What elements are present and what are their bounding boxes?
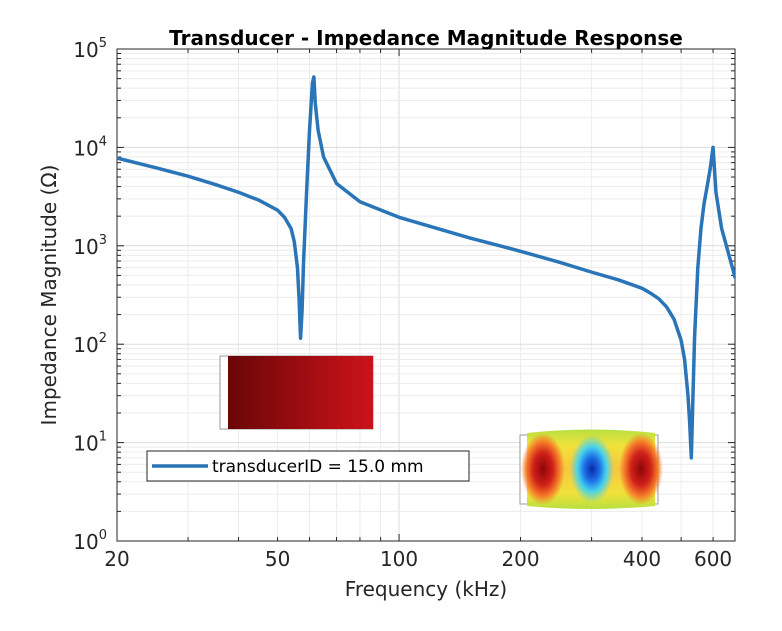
mode-shape-1-field xyxy=(228,356,373,429)
y-tick-label: 101 xyxy=(73,430,107,456)
x-tick-label: 200 xyxy=(501,547,539,571)
y-tick-label: 102 xyxy=(73,331,107,357)
chart-title: Transducer - Impedance Magnitude Respons… xyxy=(169,26,683,50)
y-tick-label: 103 xyxy=(73,233,107,259)
mode-shape-2-right-lobe xyxy=(619,433,663,505)
y-tick-labels: 100 101 102 103 104 105 xyxy=(73,36,107,554)
x-tick-label: 20 xyxy=(104,547,129,571)
mode-shape-inset-1 xyxy=(219,355,374,430)
x-tick-label: 400 xyxy=(623,547,661,571)
mode-shape-inset-2 xyxy=(519,429,663,509)
y-tick-label: 105 xyxy=(73,36,107,62)
y-tick-label: 100 xyxy=(73,528,107,554)
y-tick-label: 104 xyxy=(73,134,107,160)
x-axis-label: Frequency (kHz) xyxy=(345,577,507,601)
series-layer xyxy=(117,75,735,460)
x-tick-labels: 20 50 100 200 400 600 xyxy=(104,547,732,571)
x-tick-label: 100 xyxy=(380,547,418,571)
mode-shape-2-center-lobe xyxy=(570,435,614,503)
mode-shape-2-left-lobe xyxy=(521,433,565,505)
legend: transducerID = 15.0 mm xyxy=(146,450,470,482)
impedance-series-line xyxy=(117,75,735,460)
tick-marks xyxy=(116,48,735,542)
x-tick-label: 50 xyxy=(265,547,290,571)
axes-frame xyxy=(116,48,736,542)
x-tick-label: 600 xyxy=(694,547,732,571)
y-axis-label: Impedance Magnitude (Ω) xyxy=(37,165,61,426)
axes-box xyxy=(116,48,736,542)
legend-label: transducerID = 15.0 mm xyxy=(212,457,424,477)
